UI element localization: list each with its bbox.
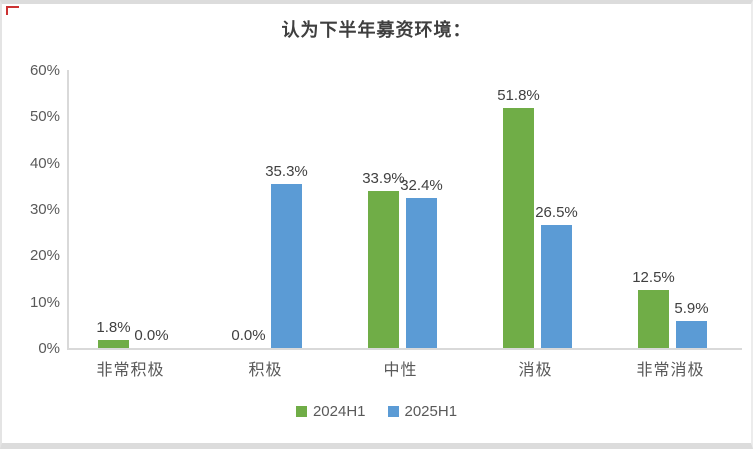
bar-2024H1 <box>98 339 129 348</box>
value-label: 33.9% <box>362 169 405 187</box>
legend-swatch <box>387 406 399 417</box>
legend-label: 2024H1 <box>312 403 366 420</box>
value-label: 32.4% <box>400 176 443 194</box>
x-category-label: 中性 <box>383 362 418 379</box>
value-label: 35.3% <box>265 163 308 181</box>
x-category-label: 非常积极 <box>96 362 165 379</box>
value-label: 26.5% <box>535 204 578 222</box>
y-tick-label: 0% <box>38 340 60 357</box>
y-tick-label: 30% <box>29 201 60 218</box>
y-tick-label: 20% <box>29 247 60 265</box>
value-label: 0.0% <box>134 327 169 344</box>
chart-title: 认为下半年募资环境： <box>281 20 472 40</box>
y-tick-label: 60% <box>29 62 60 79</box>
bar-2024H1 <box>638 290 669 348</box>
legend-label: 2025H1 <box>404 403 458 420</box>
value-label: 5.9% <box>674 299 709 317</box>
bar-2025H1 <box>406 197 437 348</box>
value-label: 51.8% <box>497 87 540 104</box>
bar-2025H1 <box>676 320 707 348</box>
bar-2025H1 <box>541 225 572 348</box>
x-category-label: 消极 <box>518 362 553 379</box>
legend-swatch <box>295 406 307 417</box>
value-label: 12.5% <box>632 269 675 287</box>
legend-item: 2025H1 <box>387 403 458 420</box>
plot-area: 1.8% 0.0% 0.0% 35.3% 33.9% 32.4% 51.8% 26.5% 12.… <box>67 70 742 350</box>
y-tick-label: 50% <box>29 108 60 126</box>
x-category-label: 积极 <box>248 362 283 379</box>
bar-2025H1 <box>271 184 302 348</box>
value-label: 1.8% <box>96 318 131 336</box>
value-label: 0.0% <box>231 327 266 344</box>
legend: 2024H1 2025H1 <box>2 403 751 420</box>
x-category-label: 非常消极 <box>636 362 705 379</box>
corner-marker <box>6 6 19 15</box>
bar-2024H1 <box>368 190 399 348</box>
bar-2024H1 <box>503 108 534 348</box>
y-tick-label: 40% <box>29 154 60 172</box>
legend-item: 2024H1 <box>295 403 366 420</box>
y-tick-label: 10% <box>29 293 60 311</box>
